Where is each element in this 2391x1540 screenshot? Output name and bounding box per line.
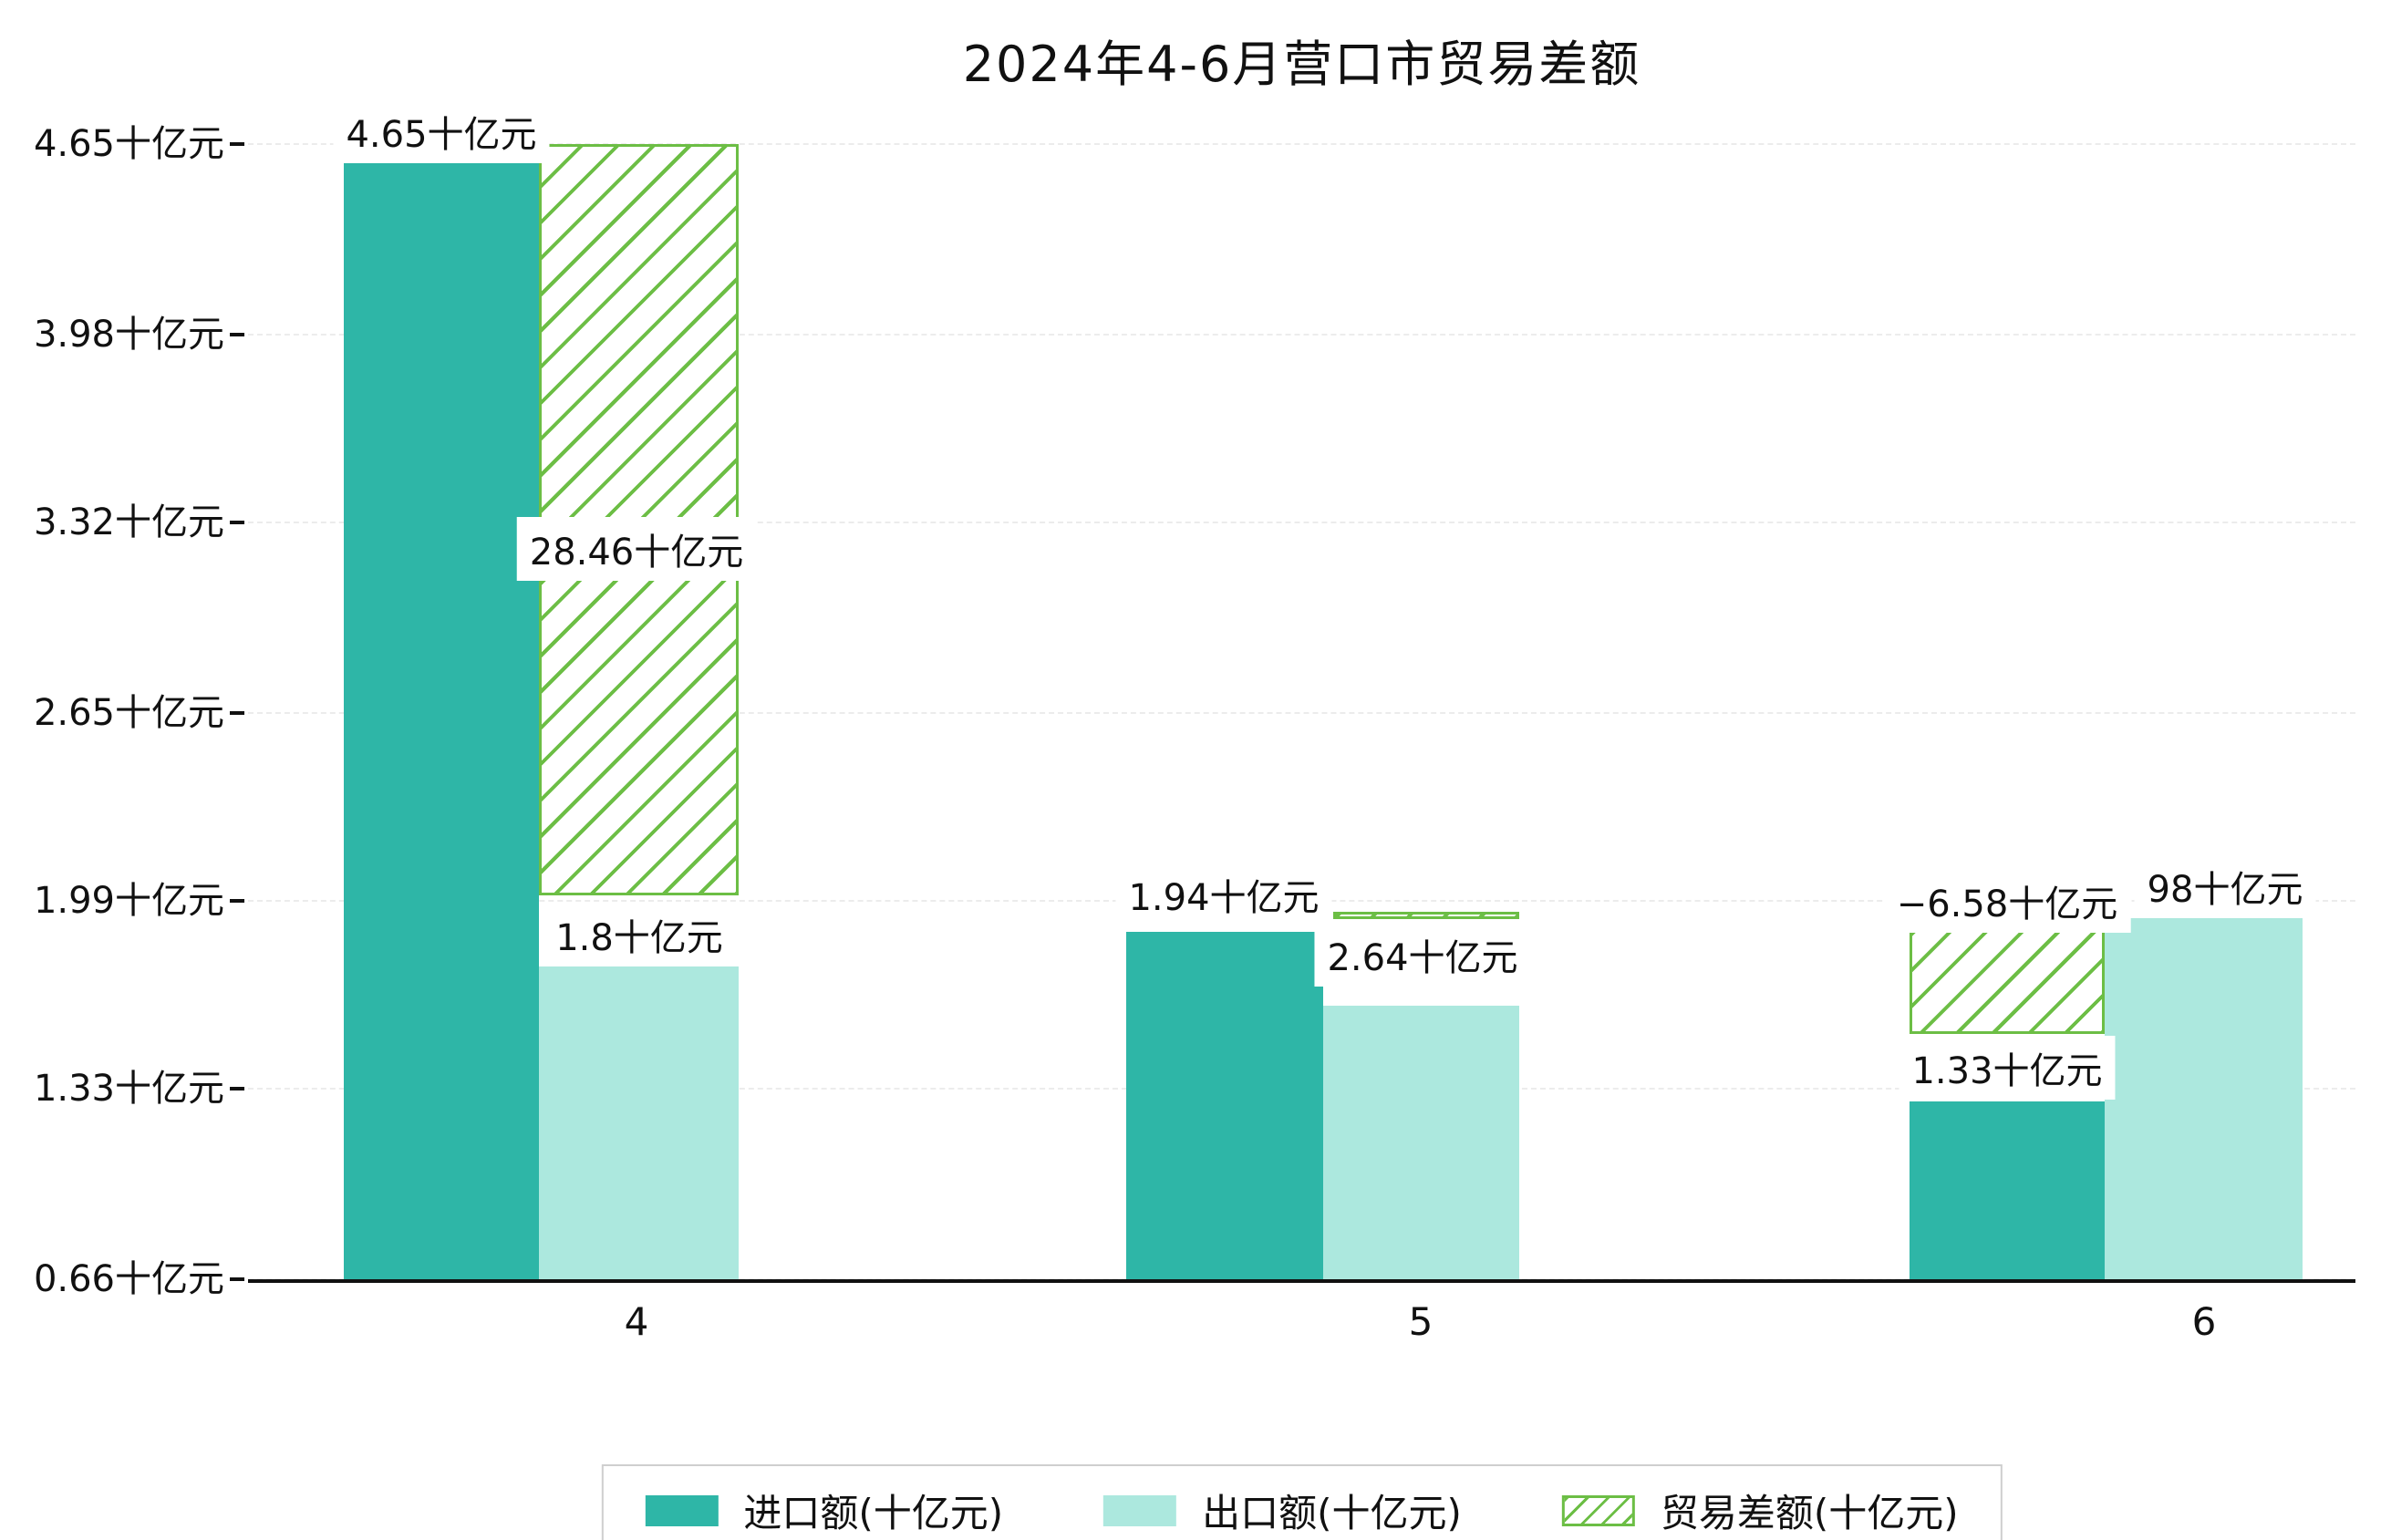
- legend-label-import: 进口额(十亿元): [743, 1491, 1004, 1535]
- legend-label-balance: 贸易差额(十亿元): [1660, 1491, 1959, 1535]
- chart-title: 2024年4-6月营口市贸易差额: [962, 36, 1641, 93]
- y-axis-tick-mark: [230, 1277, 244, 1281]
- bar-export: [2105, 918, 2303, 1279]
- legend-item-balance: 贸易差额(十亿元): [1561, 1483, 1959, 1538]
- bar-balance: [1333, 912, 1519, 919]
- y-gridline: [248, 522, 2355, 523]
- y-axis-tick-mark: [230, 333, 244, 336]
- y-axis-tick-label: 0.66十亿元: [33, 1258, 224, 1300]
- y-axis-tick-label: 3.98十亿元: [33, 314, 224, 356]
- bar-data-label: 28.46十亿元: [516, 517, 757, 581]
- bar-data-label: 1.8十亿元: [543, 903, 736, 966]
- bar-export: [539, 966, 739, 1279]
- bar-data-label: 1.33十亿元: [1899, 1036, 2116, 1100]
- x-axis-tick-label: 4: [624, 1299, 649, 1344]
- x-axis-tick-label: 6: [2191, 1299, 2217, 1344]
- bar-balance: [1910, 928, 2105, 1034]
- y-gridline: [248, 712, 2355, 714]
- y-axis-tick-mark: [230, 899, 244, 903]
- bar-import: [1910, 1101, 2105, 1279]
- y-gridline: [248, 334, 2355, 336]
- legend-item-export: 出口额(十亿元): [1103, 1483, 1462, 1538]
- bar-data-label: 4.65十亿元: [333, 99, 550, 163]
- y-axis-tick-label: 4.65十亿元: [33, 123, 224, 165]
- bar-export: [1323, 1006, 1519, 1279]
- bar-data-label: −6.58十亿元: [1883, 869, 2131, 933]
- bar-import: [1126, 932, 1323, 1279]
- legend-swatch-export: [1103, 1494, 1177, 1526]
- bar-import: [344, 159, 539, 1279]
- legend-swatch-import: [645, 1494, 719, 1526]
- legend-item-import: 进口额(十亿元): [645, 1483, 1003, 1538]
- y-axis-tick-mark: [230, 521, 244, 524]
- bar-data-label: 2.64十亿元: [1314, 923, 1531, 987]
- y-axis-tick-mark: [230, 1087, 244, 1090]
- x-axis-line: [248, 1279, 2355, 1283]
- legend-swatch-balance: [1561, 1494, 1635, 1526]
- y-gridline: [248, 143, 2355, 145]
- y-axis-tick-label: 1.33十亿元: [33, 1068, 224, 1110]
- y-axis-tick-label: 3.32十亿元: [33, 501, 224, 543]
- legend-label-export: 出口额(十亿元): [1202, 1491, 1462, 1535]
- legend: 进口额(十亿元) 出口额(十亿元) 贸易差额(十亿元): [601, 1464, 2003, 1540]
- bar-data-label: 98十亿元: [2134, 854, 2316, 918]
- x-axis-tick-label: 5: [1408, 1299, 1434, 1344]
- y-axis-tick-label: 2.65十亿元: [33, 692, 224, 734]
- bar-data-label: 1.94十亿元: [1115, 863, 1332, 926]
- y-axis-tick-mark: [230, 142, 244, 146]
- y-axis-tick-mark: [230, 711, 244, 715]
- y-axis-tick-label: 1.99十亿元: [33, 880, 224, 922]
